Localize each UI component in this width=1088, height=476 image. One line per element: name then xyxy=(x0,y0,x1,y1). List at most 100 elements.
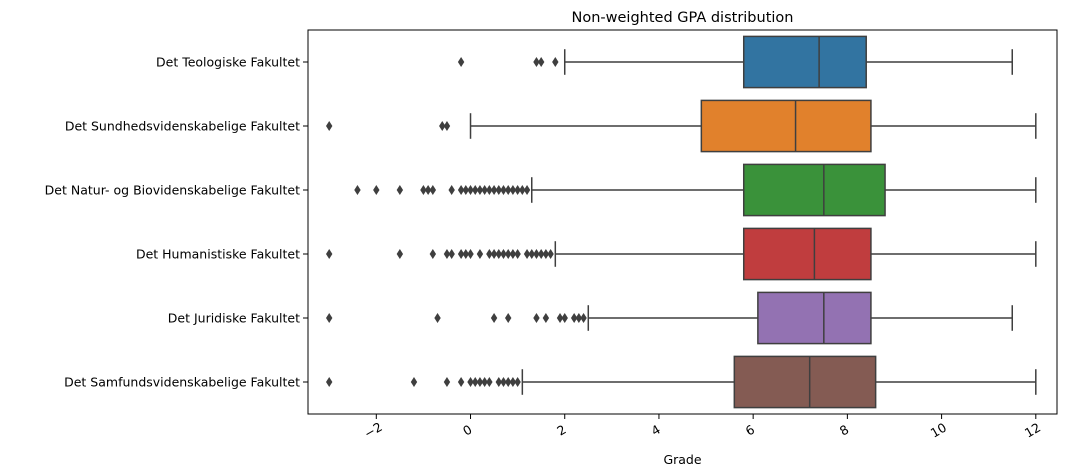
iqr-box xyxy=(742,35,867,89)
outlier-point xyxy=(537,57,545,67)
outlier-point xyxy=(509,377,517,387)
outlier-point xyxy=(410,377,418,387)
outlier-point xyxy=(420,185,427,195)
outlier-point xyxy=(514,249,521,259)
x-tick-label: 2 xyxy=(554,422,568,439)
box-group xyxy=(354,163,1037,217)
x-tick-label: 0 xyxy=(460,422,474,439)
y-tick-label: Det Humanistiske Fakultet xyxy=(136,247,300,262)
outlier-point xyxy=(396,249,404,259)
outlier-point xyxy=(467,185,474,195)
outlier-point xyxy=(476,185,484,195)
x-tick-label: 12 xyxy=(1022,420,1043,441)
outlier-point xyxy=(500,249,507,259)
x-tick-label: −2 xyxy=(361,419,384,441)
outlier-point xyxy=(443,121,451,131)
iqr-box xyxy=(700,99,872,153)
outlier-point xyxy=(443,249,451,259)
y-axis: Det Teologiske Fakultet Det Sundhedsviden… xyxy=(45,55,308,390)
x-tick-label: 8 xyxy=(837,422,851,439)
plot-frame xyxy=(307,29,1058,415)
outlier-point xyxy=(325,121,333,131)
iqr-box xyxy=(742,227,872,281)
box-group xyxy=(325,227,1037,281)
y-tick-label: Det Sundhedsvidenskabelige Fakultet xyxy=(65,119,300,134)
outlier-point xyxy=(448,249,455,259)
chart-title: Non-weighted GPA distribution xyxy=(572,10,794,26)
box-group xyxy=(325,99,1037,153)
outlier-point xyxy=(547,249,554,259)
outlier-point xyxy=(472,377,479,387)
outlier-point xyxy=(448,185,455,195)
outlier-point xyxy=(533,57,540,67)
outlier-point xyxy=(486,185,493,195)
outlier-point xyxy=(570,313,578,323)
outlier-point xyxy=(443,377,451,387)
outlier-point xyxy=(495,185,502,195)
outlier-point xyxy=(523,185,531,195)
outlier-point xyxy=(325,249,333,259)
outlier-point xyxy=(434,313,441,323)
outlier-point xyxy=(490,313,498,323)
iqr-box xyxy=(742,163,886,217)
outlier-point xyxy=(373,185,380,195)
outlier-point xyxy=(505,313,512,323)
outlier-point xyxy=(325,313,333,323)
outlier-point xyxy=(429,249,437,259)
outlier-point xyxy=(509,185,517,195)
x-tick-label: 10 xyxy=(928,420,949,441)
iqr-box xyxy=(757,291,872,345)
outlier-point xyxy=(396,185,404,195)
y-tick-label: Det Natur- og Biovidenskabelige Fakultet xyxy=(45,183,300,198)
outlier-point xyxy=(472,185,479,195)
outlier-point xyxy=(462,249,470,259)
iqr-box xyxy=(733,355,877,409)
outlier-point xyxy=(523,249,531,259)
outlier-point xyxy=(505,249,512,259)
outlier-point xyxy=(439,121,446,131)
outlier-point xyxy=(580,313,587,323)
x-tick-label: 4 xyxy=(649,422,663,439)
x-axis: −2 0 2 4 6 8 10 12 xyxy=(361,414,1043,441)
outlier-point xyxy=(481,185,488,195)
outlier-point xyxy=(476,249,484,259)
box-group xyxy=(325,291,1013,345)
outlier-point xyxy=(537,249,545,259)
plot-area xyxy=(325,35,1037,409)
box-group xyxy=(325,355,1037,409)
outlier-point xyxy=(476,377,484,387)
outlier-point xyxy=(495,377,502,387)
y-tick-label: Det Samfundsvidenskabelige Fakultet xyxy=(64,375,300,390)
outlier-point xyxy=(490,249,498,259)
outlier-point xyxy=(505,185,512,195)
outlier-point xyxy=(533,313,540,323)
outlier-point xyxy=(519,185,526,195)
outlier-point xyxy=(542,249,550,259)
box-group xyxy=(457,35,1013,89)
outlier-point xyxy=(486,377,493,387)
outlier-point xyxy=(486,249,493,259)
outlier-point xyxy=(514,185,521,195)
outlier-point xyxy=(556,313,564,323)
outlier-point xyxy=(424,185,432,195)
outlier-point xyxy=(561,313,568,323)
outlier-point xyxy=(457,377,465,387)
x-axis-label: Grade xyxy=(663,452,701,467)
outlier-point xyxy=(481,377,488,387)
outlier-point xyxy=(457,185,465,195)
x-tick-label: 6 xyxy=(743,422,757,439)
outlier-point xyxy=(457,57,465,67)
outlier-point xyxy=(552,57,559,67)
outlier-point xyxy=(490,185,498,195)
outlier-point xyxy=(509,249,517,259)
outlier-point xyxy=(354,185,361,195)
outlier-point xyxy=(457,249,465,259)
outlier-point xyxy=(514,377,521,387)
outlier-point xyxy=(462,185,470,195)
y-tick-label: Det Teologiske Fakultet xyxy=(156,55,300,70)
outlier-point xyxy=(467,377,474,387)
outlier-point xyxy=(528,249,535,259)
outlier-point xyxy=(467,249,474,259)
outlier-point xyxy=(505,377,512,387)
